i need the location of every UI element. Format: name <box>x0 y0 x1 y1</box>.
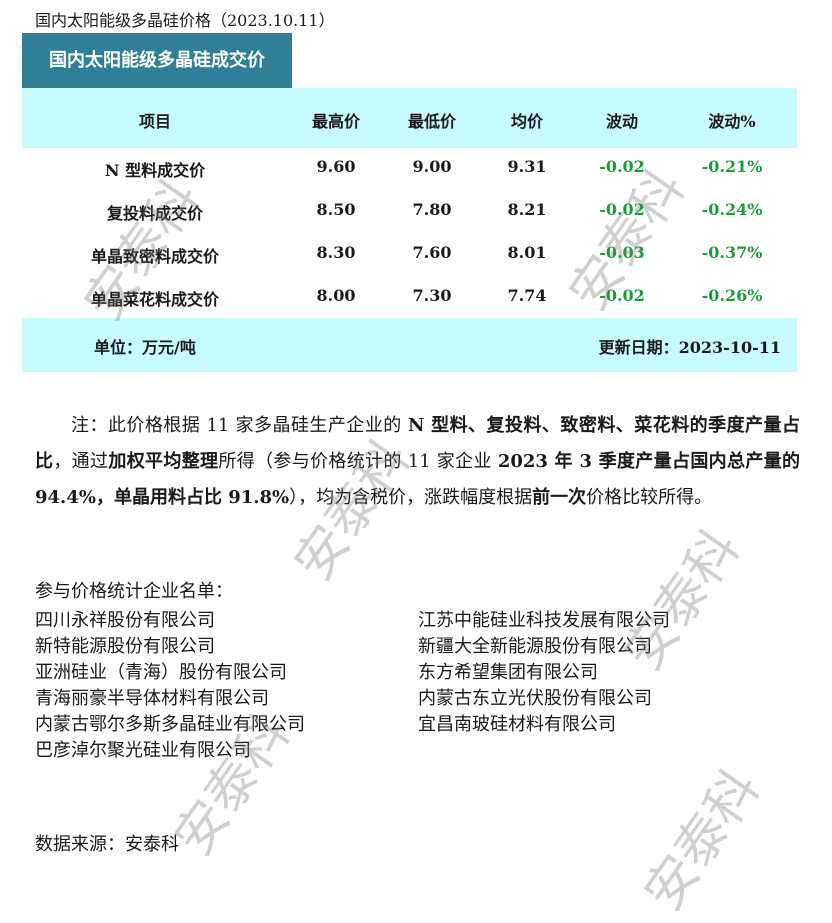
update-date: 更新日期：2023-10-11 <box>598 338 781 357</box>
table-cell: 8.50 <box>316 200 356 219</box>
table-cell: -0.37% <box>701 243 763 262</box>
company-item: 巴彦淖尔聚光硅业有限公司 <box>35 740 251 761</box>
column-header: 最低价 <box>407 112 457 131</box>
table-cell: 8.21 <box>507 200 547 219</box>
table-cell: -0.02 <box>599 200 645 219</box>
column-header: 最高价 <box>311 112 361 131</box>
company-item: 青海丽豪半导体材料有限公司 <box>35 688 269 709</box>
note-segment: N 型料、复投料、致密料、菜花料的季度产量占比 <box>35 415 800 472</box>
table-cell: N 型料成交价 <box>104 161 206 180</box>
table-cell: 7.80 <box>412 200 452 219</box>
note-paragraph: 注：此价格根据 11 家多晶硅生产企业的 N 型料、复投料、致密料、菜花料的季度… <box>35 408 800 516</box>
table-cell: 9.31 <box>507 157 547 176</box>
table-cell: -0.26% <box>701 286 763 305</box>
table-title: 国内太阳能级多晶硅成交价 <box>22 33 292 88</box>
note-segment: 所得（参与价格统计的 11 家企业 <box>218 451 498 472</box>
table-cell: 7.60 <box>412 243 452 262</box>
company-item: 东方希望集团有限公司 <box>418 662 598 683</box>
column-header: 波动 <box>605 112 639 131</box>
table-cell: -0.02 <box>599 286 645 305</box>
column-header: 波动% <box>708 112 756 131</box>
note-segment: 2023 年 3 季度产量占国内总产量的 94.4%，单晶用料占比 91.8% <box>35 451 801 508</box>
data-source: 数据来源：安泰科 <box>35 834 179 855</box>
table-header: 项目 最高价 最低价 均价 波动 波动% <box>22 88 797 148</box>
company-item: 内蒙古鄂尔多斯多晶硅业有限公司 <box>35 714 305 735</box>
company-item: 宜昌南玻硅材料有限公司 <box>418 714 616 735</box>
table-cell: 复投料成交价 <box>106 204 204 223</box>
note-segment: 前一次 <box>532 487 587 508</box>
table-cell: 单晶菜花料成交价 <box>90 290 220 309</box>
note-segment: 加权平均整理 <box>108 451 219 472</box>
table-cell: 8.01 <box>507 243 547 262</box>
unit-label: 单位：万元/吨 <box>94 338 196 357</box>
company-item: 江苏中能硅业科技发展有限公司 <box>418 610 670 631</box>
table-cell: 单晶致密料成交价 <box>90 247 220 266</box>
table-cell: 7.30 <box>412 286 452 305</box>
table-cell: 7.74 <box>507 286 547 305</box>
table-cell: -0.21% <box>701 157 763 176</box>
note-segment: ），均为含税价，涨跌幅度根据 <box>289 487 533 508</box>
table-cell: 9.60 <box>316 157 356 176</box>
page-title: 国内太阳能级多晶硅价格（2023.10.11） <box>35 11 335 30</box>
watermark: 安泰科 <box>633 759 772 922</box>
note-segment: ，通过 <box>53 451 109 472</box>
table-cell: 9.00 <box>412 157 452 176</box>
column-header: 均价 <box>510 112 544 131</box>
company-item: 亚洲硅业（青海）股份有限公司 <box>35 662 287 683</box>
company-item: 新疆大全新能源股份有限公司 <box>418 636 652 657</box>
table-cell: 8.00 <box>316 286 356 305</box>
company-list-title: 参与价格统计企业名单： <box>35 581 233 602</box>
note-segment: 注：此价格根据 11 家多晶硅生产企业的 <box>71 415 408 436</box>
table-footer: 单位：万元/吨 更新日期：2023-10-11 <box>22 318 797 372</box>
table-cell: -0.02 <box>599 157 645 176</box>
table-cell: 8.30 <box>316 243 356 262</box>
company-item: 新特能源股份有限公司 <box>35 636 215 657</box>
company-item: 四川永祥股份有限公司 <box>35 610 215 631</box>
table-cell: -0.03 <box>599 243 645 262</box>
note-segment: 价格比较所得。 <box>586 487 713 508</box>
table-cell: -0.24% <box>701 200 763 219</box>
column-header: 项目 <box>138 112 172 131</box>
company-item: 内蒙古东立光伏股份有限公司 <box>418 688 652 709</box>
